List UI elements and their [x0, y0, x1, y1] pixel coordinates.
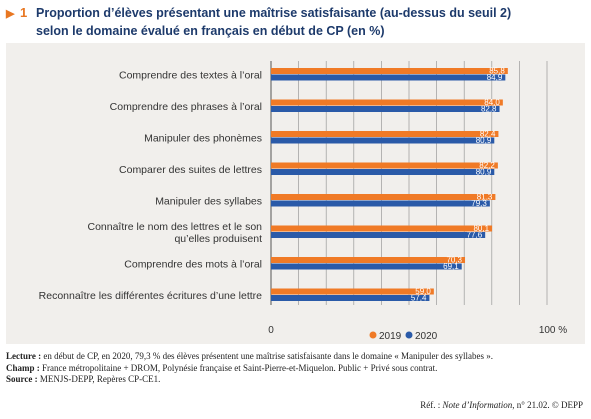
data-label-2019: 82,2 — [479, 161, 495, 170]
bar-2019 — [271, 162, 498, 169]
x-tick-label: 0 — [268, 325, 274, 336]
note-champ-text: France métropolitaine + DROM, Polynésie … — [42, 362, 438, 373]
data-label-2020: 80,9 — [476, 168, 492, 177]
bar-2020 — [271, 74, 506, 81]
data-label-2019: 70,3 — [446, 256, 462, 265]
figure-title-line-1: Proportion d’élèves présentant une maîtr… — [36, 6, 512, 20]
ref-publication: Note d’Information — [442, 400, 513, 410]
note-source-text: MENJS-DEPP, Repères CP-CE1. — [39, 374, 161, 384]
figure-notes: Lecture : en début de CP, en 2020, 79,3 … — [6, 351, 586, 386]
bar-2019 — [271, 194, 496, 200]
category-label: Comparer des suites de lettres — [119, 164, 262, 176]
data-label-2020: 80,9 — [476, 136, 492, 145]
category-label: Comprendre des phrases à l’oral — [110, 101, 262, 113]
figure-title: Proportion d’élèves présentant une maîtr… — [36, 4, 586, 40]
data-label-2019: 80,1 — [473, 224, 489, 233]
bar-2019 — [271, 257, 466, 263]
bar-2020 — [271, 106, 500, 112]
data-label-2019: 81,3 — [477, 193, 493, 202]
legend-label-2019: 2019 — [379, 331, 402, 342]
legend-label-2020: 2020 — [415, 331, 438, 342]
bar-2019 — [271, 68, 508, 74]
data-label-2019: 84,0 — [484, 98, 500, 107]
note-champ-label: Champ : — [6, 362, 40, 373]
category-label: Manipuler des syllabes — [155, 196, 262, 208]
legend-marker-2020 — [405, 331, 413, 339]
ref-suffix: , n° 21.02. © DEPP — [512, 400, 583, 410]
figure-number: 1 — [20, 5, 28, 20]
bar-2020 — [271, 295, 430, 301]
note-lecture: Lecture : en début de CP, en 2020, 79,3 … — [6, 351, 586, 363]
data-label-2020: 69,1 — [443, 262, 459, 271]
category-label: Manipuler des phonèmes — [144, 133, 262, 145]
bar-2020 — [271, 137, 495, 144]
note-champ: Champ : France métropolitaine + DROM, Po… — [6, 363, 586, 375]
category-label: Comprendre des textes à l’oral — [119, 70, 262, 82]
ref-prefix: Réf. : — [420, 400, 443, 410]
legend-marker-2019 — [369, 331, 377, 339]
data-label-2019: 59,0 — [415, 287, 431, 296]
category-label: Connaître le nom des lettres et le son — [87, 221, 262, 233]
bar-2020 — [271, 169, 495, 175]
category-label: qu’elles produisent — [174, 233, 262, 245]
data-label-2020: 77,6 — [467, 231, 483, 240]
bar-2020 — [271, 263, 462, 270]
note-source: Source : MENJS-DEPP, Repères CP-CE1. — [6, 374, 586, 386]
figure-title-line-2: selon le domaine évalué en français en d… — [36, 24, 385, 38]
bar-2019 — [271, 225, 493, 232]
chart-panel: Comprendre des textes à l’oral 85,8 84,9 Co… — [6, 43, 585, 344]
data-label-2020: 82,8 — [481, 105, 497, 114]
bar-2019 — [271, 131, 499, 137]
bar-2020 — [271, 232, 486, 238]
title-arrow-icon: ▶ — [6, 8, 15, 20]
x-tick-label: 100 % — [539, 325, 567, 336]
category-label: Reconnaître les différentes écritures d’… — [39, 290, 263, 302]
bar-2020 — [271, 200, 490, 207]
bar-2019 — [271, 288, 434, 295]
data-label-2020: 79,3 — [471, 199, 487, 208]
category-label: Comprendre des mots à l’oral — [124, 259, 262, 271]
data-label-2020: 57,4 — [411, 294, 427, 303]
note-lecture-label: Lecture : — [6, 351, 42, 361]
bar-2019 — [271, 99, 503, 106]
data-label-2019: 82,4 — [480, 130, 496, 139]
data-label-2019: 85,8 — [489, 67, 505, 76]
note-source-label: Source : — [6, 374, 38, 384]
bar-chart: Comprendre des textes à l’oral 85,884,9 Co… — [39, 61, 567, 342]
note-lecture-text: en début de CP, en 2020, 79,3 % des élèv… — [43, 351, 493, 361]
reference-line: Réf. : Note d’Information, n° 21.02. © D… — [420, 400, 583, 410]
data-label-2020: 84,9 — [487, 73, 503, 82]
